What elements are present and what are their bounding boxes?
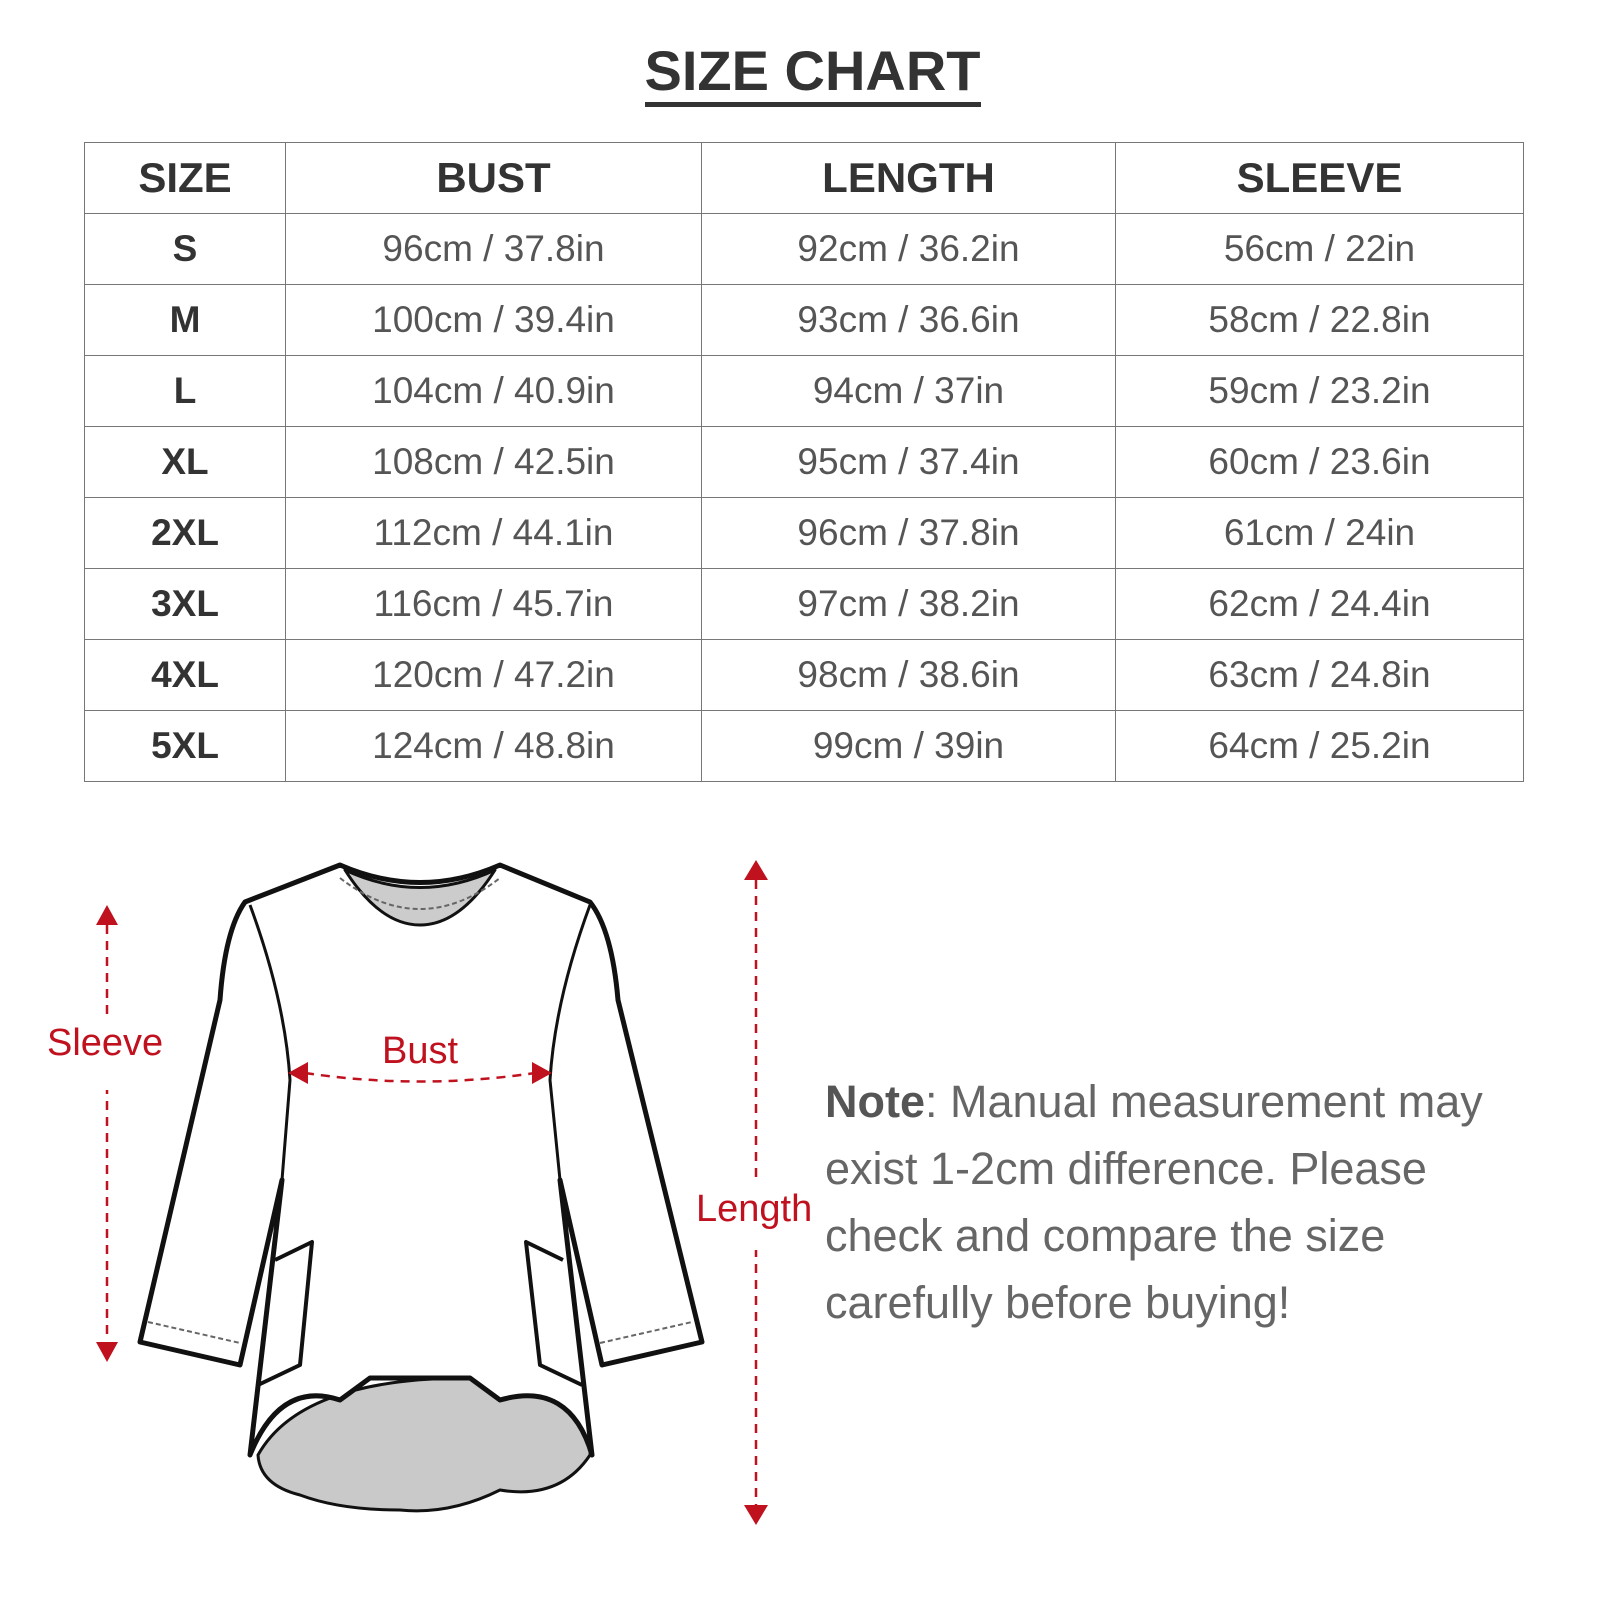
arrowheads	[96, 860, 768, 1525]
table-row: XL 108cm / 42.5in 95cm / 37.4in 60cm / 23.6…	[84, 426, 1524, 498]
sleeve-cell: 60cm / 23.6in	[1115, 426, 1524, 498]
length-cell: 93cm / 36.6in	[701, 284, 1116, 356]
header-length: LENGTH	[701, 142, 1116, 214]
size-cell: 4XL	[84, 639, 286, 711]
length-label: Length	[696, 1188, 813, 1231]
length-cell: 99cm / 39in	[701, 710, 1116, 782]
sleeve-cell: 63cm / 24.8in	[1115, 639, 1524, 711]
shirt-illustration	[137, 862, 705, 1513]
table-row: M 100cm / 39.4in 93cm / 36.6in 58cm / 22.8i…	[84, 284, 1524, 356]
size-cell: S	[84, 213, 286, 285]
table-row: 4XL 120cm / 47.2in 98cm / 38.6in 63cm / 24.…	[84, 639, 1524, 711]
table-row: 2XL 112cm / 44.1in 96cm / 37.8in 61cm / 24i…	[84, 497, 1524, 569]
size-cell: 3XL	[84, 568, 286, 640]
bust-cell: 112cm / 44.1in	[285, 497, 702, 569]
header-sleeve: SLEEVE	[1115, 142, 1524, 214]
sleeve-cell: 56cm / 22in	[1115, 213, 1524, 285]
bust-cell: 100cm / 39.4in	[285, 284, 702, 356]
length-cell: 95cm / 37.4in	[701, 426, 1116, 498]
length-cell: 92cm / 36.2in	[701, 213, 1116, 285]
length-cell: 96cm / 37.8in	[701, 497, 1116, 569]
note-text: Note: Manual measurement may exist 1-2cm…	[825, 1076, 1483, 1328]
length-cell: 97cm / 38.2in	[701, 568, 1116, 640]
table-row: S 96cm / 37.8in 92cm / 36.2in 56cm / 22in	[84, 213, 1524, 285]
sleeve-cell: 59cm / 23.2in	[1115, 355, 1524, 427]
table-row: 3XL 116cm / 45.7in 97cm / 38.2in 62cm / 24.…	[84, 568, 1524, 640]
header-size: SIZE	[84, 142, 286, 214]
size-table: SIZE BUST LENGTH SLEEVE S 96cm / 37.8in 92…	[84, 142, 1524, 782]
sleeve-cell: 61cm / 24in	[1115, 497, 1524, 569]
size-cell: M	[84, 284, 286, 356]
sleeve-cell: 58cm / 22.8in	[1115, 284, 1524, 356]
length-cell: 98cm / 38.6in	[701, 639, 1116, 711]
table-row: L 104cm / 40.9in 94cm / 37in 59cm / 23.2in	[84, 355, 1524, 427]
sleeve-label: Sleeve	[47, 1022, 164, 1065]
size-cell: 2XL	[84, 497, 286, 569]
sleeve-cell: 64cm / 25.2in	[1115, 710, 1524, 782]
table-row: 5XL 124cm / 48.8in 99cm / 39in 64cm / 25.2i…	[84, 710, 1524, 782]
table-header-row: SIZE BUST LENGTH SLEEVE	[84, 142, 1524, 214]
length-cell: 94cm / 37in	[701, 355, 1116, 427]
bust-cell: 108cm / 42.5in	[285, 426, 702, 498]
page-title: SIZE CHART	[0, 38, 1600, 107]
bust-cell: 104cm / 40.9in	[285, 355, 702, 427]
size-cell: 5XL	[84, 710, 286, 782]
bust-cell: 124cm / 48.8in	[285, 710, 702, 782]
bust-arrow	[304, 1071, 536, 1083]
bust-label: Bust	[382, 1030, 459, 1072]
sleeve-cell: 62cm / 24.4in	[1115, 568, 1524, 640]
bust-cell: 96cm / 37.8in	[285, 213, 702, 285]
